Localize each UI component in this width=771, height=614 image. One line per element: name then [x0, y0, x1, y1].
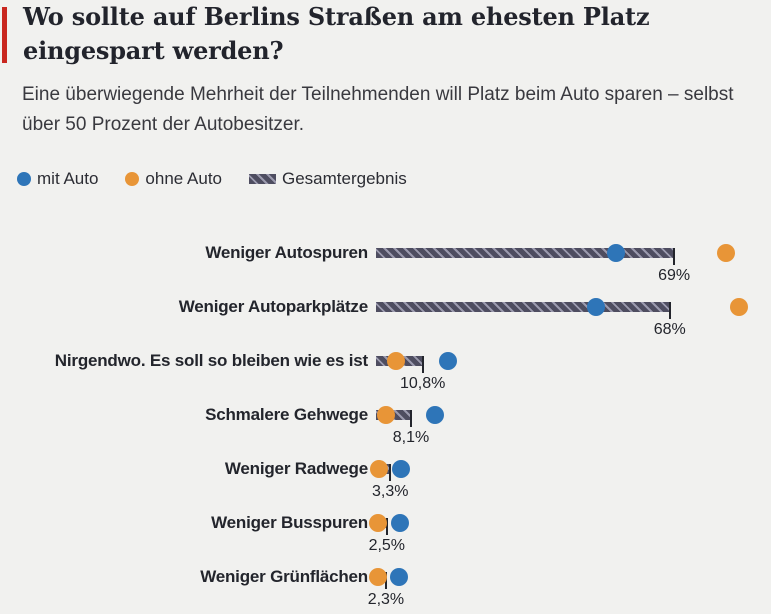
- legend-label: ohne Auto: [145, 169, 222, 188]
- gesamt-value-label: 10,8%: [399, 375, 446, 392]
- legend-item-gesamtergebnis: Gesamtergebnis: [249, 169, 407, 189]
- legend-label: mit Auto: [37, 169, 99, 188]
- gesamt-tick: [668, 302, 671, 319]
- gesamt-bar: [376, 248, 675, 258]
- gesamt-value-label: 8,1%: [392, 429, 430, 446]
- page-title: Wo sollte auf Berlins Straßen am ehesten…: [23, 2, 650, 65]
- chart-row: Weniger Autoparkplätze 68%: [0, 295, 771, 349]
- mit-auto-dot: [391, 514, 410, 532]
- gesamt-tick: [673, 248, 676, 265]
- ohne-auto-dot: [716, 244, 735, 262]
- mit-auto-dot: [389, 568, 408, 586]
- category-label: Weniger Autoparkplätze: [178, 297, 368, 316]
- mit-auto-dot: [438, 352, 457, 370]
- category-label: Weniger Grünflächen: [200, 567, 368, 586]
- mit-auto-legend-dot: [17, 172, 31, 186]
- legend-item-mit-auto: mit Auto: [17, 169, 98, 189]
- gesamt-legend-swatch: [249, 174, 276, 184]
- gesamt-bar: [376, 302, 670, 312]
- ohne-auto-legend-dot: [125, 172, 140, 186]
- chart: Weniger Autospuren 69% Weniger Autoparkplä…: [0, 241, 771, 614]
- chart-row: Nirgendwo. Es soll so bleiben wie es ist…: [0, 349, 771, 403]
- gesamt-tick: [389, 464, 392, 481]
- legend-label: Gesamtergebnis: [282, 169, 407, 188]
- legend-item-ohne-auto: ohne Auto: [125, 169, 222, 189]
- chart-subtitle: Eine überwiegende Mehrheit der Teilnehme…: [22, 84, 734, 135]
- category-label: Weniger Busspuren: [211, 513, 368, 532]
- chart-row: Weniger Busspuren 2,5%: [0, 511, 771, 565]
- ohne-auto-dot: [369, 568, 388, 586]
- ohne-auto-dot: [369, 514, 388, 532]
- gesamt-tick: [409, 410, 412, 427]
- category-label: Weniger Radwege: [224, 459, 368, 478]
- mit-auto-dot: [426, 406, 445, 424]
- title-accent-bar: [2, 7, 7, 63]
- mit-auto-dot: [606, 244, 625, 262]
- legend: mit Auto ohne Auto Gesamtergebnis: [17, 169, 407, 189]
- chart-row: Schmalere Gehwege 8,1%: [0, 403, 771, 457]
- chart-row: Weniger Autospuren 69%: [0, 241, 771, 295]
- gesamt-tick: [385, 518, 388, 535]
- ohne-auto-dot: [729, 298, 748, 316]
- gesamt-tick: [421, 356, 424, 373]
- gesamt-value-label: 2,5%: [368, 537, 406, 554]
- chart-row: Weniger Radwege 3,3%: [0, 457, 771, 511]
- category-label: Weniger Autospuren: [205, 243, 368, 262]
- ohne-auto-dot: [370, 460, 389, 478]
- mit-auto-dot: [392, 460, 411, 478]
- ohne-auto-dot: [386, 352, 405, 370]
- category-label: Schmalere Gehwege: [205, 405, 368, 424]
- gesamt-value-label: 2,3%: [367, 591, 405, 608]
- gesamt-value-label: 3,3%: [372, 483, 409, 500]
- ohne-auto-dot: [376, 406, 395, 424]
- mit-auto-dot: [587, 298, 606, 316]
- gesamt-value-label: 68%: [653, 321, 686, 338]
- category-label: Nirgendwo. Es soll so bleiben wie es ist: [54, 351, 368, 370]
- chart-row: Weniger Grünflächen 2,3%: [0, 565, 771, 614]
- gesamt-value-label: 69%: [658, 267, 691, 284]
